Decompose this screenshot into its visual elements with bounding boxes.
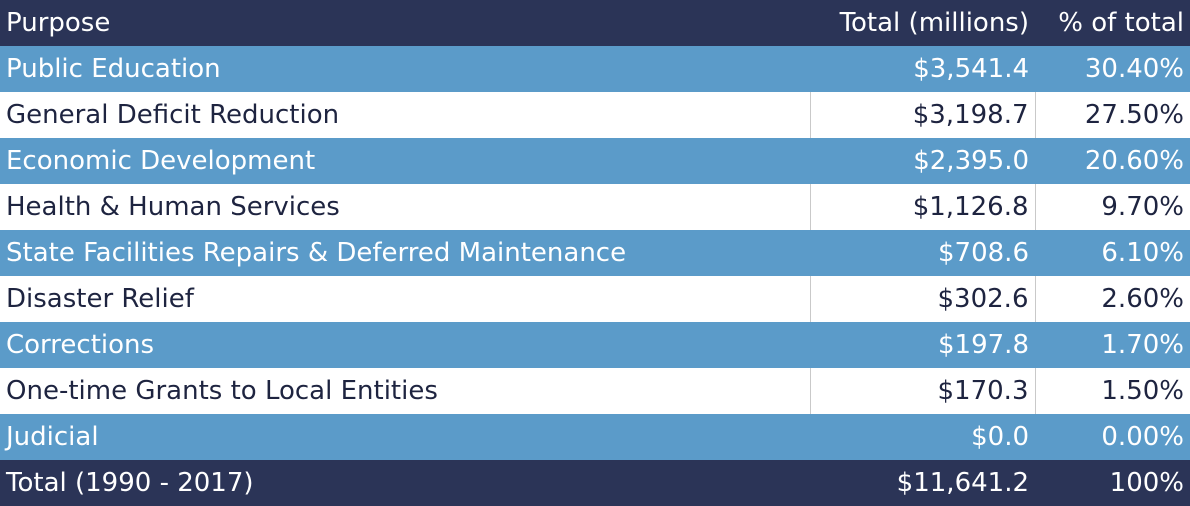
percent-cell: 9.70% [1034, 184, 1190, 230]
percent-cell: 27.50% [1034, 92, 1190, 138]
purpose-cell: General Deficit Reduction [0, 92, 810, 138]
total-cell: $0.0 [810, 414, 1035, 460]
purpose-cell: Judicial [0, 414, 810, 460]
percent-cell: % of total [1035, 0, 1190, 46]
total-cell: $1,126.8 [809, 184, 1035, 230]
total-cell: $11,641.2 [810, 460, 1035, 506]
percent-cell: 20.60% [1035, 138, 1190, 184]
total-cell: $708.6 [810, 230, 1035, 276]
total-cell: Total (millions) [810, 0, 1035, 46]
percent-cell: 0.00% [1035, 414, 1190, 460]
table-row: One-time Grants to Local Entities $170.3 1… [0, 368, 1190, 414]
total-cell: $197.8 [810, 322, 1035, 368]
percent-cell: 1.50% [1034, 368, 1190, 414]
total-row: Total (1990 - 2017) $11,641.2 100% [0, 460, 1190, 506]
percent-cell: 100% [1035, 460, 1190, 506]
table-row: Corrections $197.8 1.70% [0, 322, 1190, 368]
purpose-cell: Disaster Relief [0, 276, 810, 322]
total-cell: $302.6 [809, 276, 1035, 322]
table-row: Health & Human Services $1,126.8 9.70% [0, 184, 1190, 230]
percent-cell: 2.60% [1034, 276, 1190, 322]
header-row: Purpose Total (millions)% of total [0, 0, 1190, 46]
purpose-cell: One-time Grants to Local Entities [0, 368, 810, 414]
purpose-cell: Economic Development [0, 138, 810, 184]
total-cell: $170.3 [809, 368, 1035, 414]
total-cell: $2,395.0 [810, 138, 1035, 184]
percent-cell: 6.10% [1035, 230, 1190, 276]
table-row: General Deficit Reduction $3,198.7 27.50% [0, 92, 1190, 138]
purpose-cell: Total (1990 - 2017) [0, 460, 810, 506]
purpose-cell: Public Education [0, 46, 810, 92]
purpose-cell: Purpose [0, 0, 810, 46]
table-row: State Facilities Repairs & Deferred Main… [0, 230, 1190, 276]
table-row: Economic Development $2,395.0 20.60% [0, 138, 1190, 184]
purpose-cell: Corrections [0, 322, 810, 368]
total-cell: $3,198.7 [809, 92, 1035, 138]
table-row: Disaster Relief $302.6 2.60% [0, 276, 1190, 322]
total-cell: $3,541.4 [810, 46, 1035, 92]
table-row: Judicial $0.0 0.00% [0, 414, 1190, 460]
purpose-cell: State Facilities Repairs & Deferred Main… [0, 230, 810, 276]
purpose-cell: Health & Human Services [0, 184, 810, 230]
percent-cell: 30.40% [1035, 46, 1190, 92]
table-row: Public Education $3,541.4 30.40% [0, 46, 1190, 92]
percent-cell: 1.70% [1035, 322, 1190, 368]
